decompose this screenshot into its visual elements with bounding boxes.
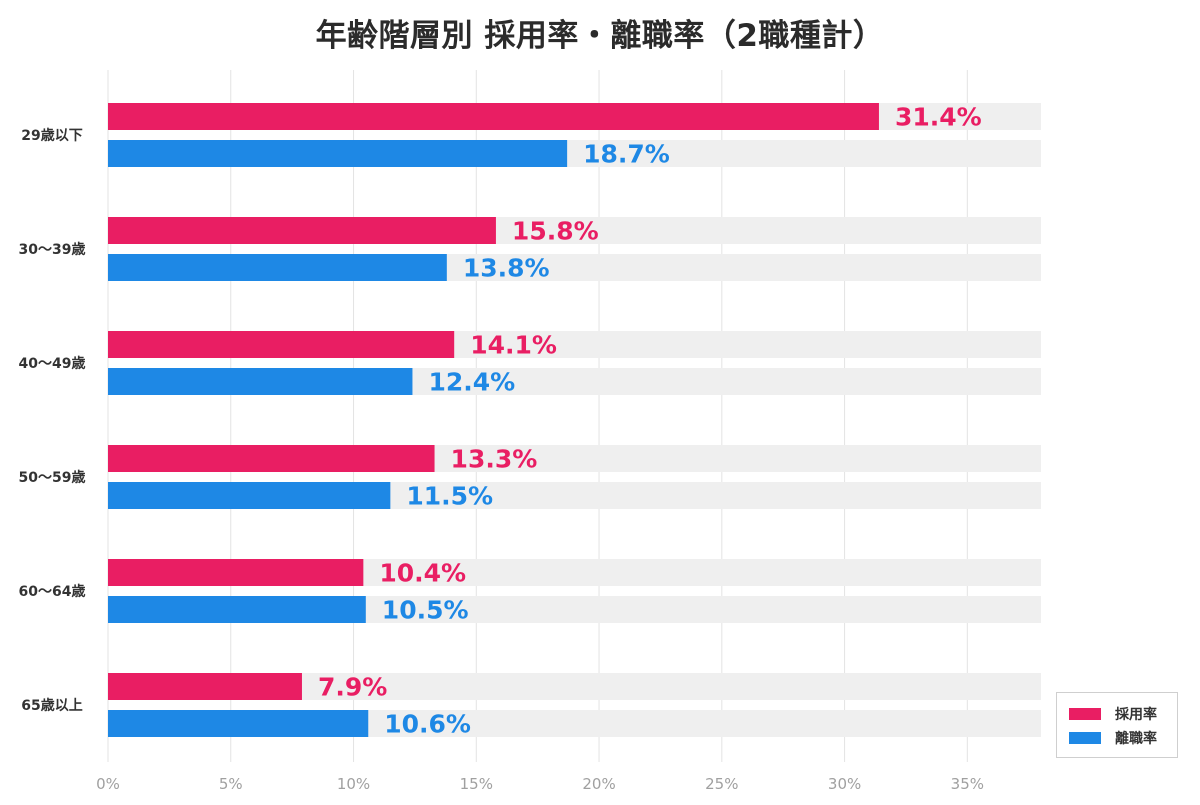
x-tick-label: 15%	[460, 775, 493, 793]
data-label-turnover-rate: 13.8%	[463, 254, 550, 283]
legend-label-hiring-rate: 採用率	[1115, 707, 1157, 723]
data-label-hiring-rate: 10.4%	[379, 559, 466, 588]
x-tick-label: 20%	[582, 775, 615, 793]
data-label-hiring-rate: 31.4%	[895, 103, 982, 132]
bar-turnover-rate	[108, 482, 391, 509]
data-label-turnover-rate: 12.4%	[428, 368, 515, 397]
bar-turnover-rate	[108, 368, 413, 395]
bar-turnover-rate	[108, 254, 447, 281]
data-label-hiring-rate: 15.8%	[512, 217, 599, 246]
legend-label-turnover-rate: 離職率	[1115, 731, 1157, 747]
x-tick-label: 25%	[705, 775, 738, 793]
grid-layer	[107, 70, 968, 762]
bar-hiring-rate	[108, 445, 435, 472]
x-tick-label: 30%	[828, 775, 861, 793]
chart-title: 年齢階層別 採用率・離職率（2職種計）	[315, 18, 885, 54]
data-label-hiring-rate: 13.3%	[451, 445, 538, 474]
category-label: 65歳以上	[21, 697, 82, 714]
data-label-hiring-rate: 14.1%	[470, 331, 557, 360]
category-label: 40〜49歳	[19, 355, 86, 372]
category-label: 60〜64歳	[19, 583, 86, 600]
bar-turnover-rate	[108, 710, 369, 737]
bar-hiring-rate	[108, 673, 302, 700]
axis-layer: 0% 5% 10% 15% 20% 25% 30% 35% 29歳以下 30〜39歳 40〜49歳 5…	[19, 127, 984, 793]
bar-hiring-rate	[108, 559, 364, 586]
bar-layer	[108, 103, 879, 737]
data-label-hiring-rate: 7.9%	[318, 673, 387, 702]
legend-item-turnover-rate: 離職率	[1069, 728, 1157, 748]
category-label: 29歳以下	[21, 127, 82, 144]
bar-turnover-rate	[108, 140, 568, 167]
x-tick-label: 35%	[951, 775, 984, 793]
data-label-turnover-rate: 10.5%	[382, 596, 469, 625]
data-label-turnover-rate: 11.5%	[406, 482, 493, 511]
bar-hiring-rate	[108, 217, 496, 244]
x-tick-label: 5%	[219, 775, 243, 793]
x-tick-label: 0%	[96, 775, 120, 793]
legend: 採用率 離職率	[1056, 692, 1178, 758]
bar-hiring-rate	[108, 103, 879, 130]
legend-swatch-turnover-rate	[1069, 732, 1101, 744]
category-label: 30〜39歳	[19, 241, 86, 258]
bar-hiring-rate	[108, 331, 455, 358]
legend-swatch-hiring-rate	[1069, 708, 1101, 720]
data-label-turnover-rate: 18.7%	[583, 140, 670, 169]
legend-item-hiring-rate: 採用率	[1069, 704, 1157, 724]
x-tick-label: 10%	[337, 775, 370, 793]
track-layer	[108, 103, 1041, 737]
data-label-turnover-rate: 10.6%	[384, 710, 471, 739]
bar-turnover-rate	[108, 596, 366, 623]
category-label: 50〜59歳	[19, 469, 86, 486]
label-layer: 31.4% 15.8% 14.1% 13.3% 10.4% 7.9% 18.7% 13.8% 1…	[318, 103, 982, 739]
